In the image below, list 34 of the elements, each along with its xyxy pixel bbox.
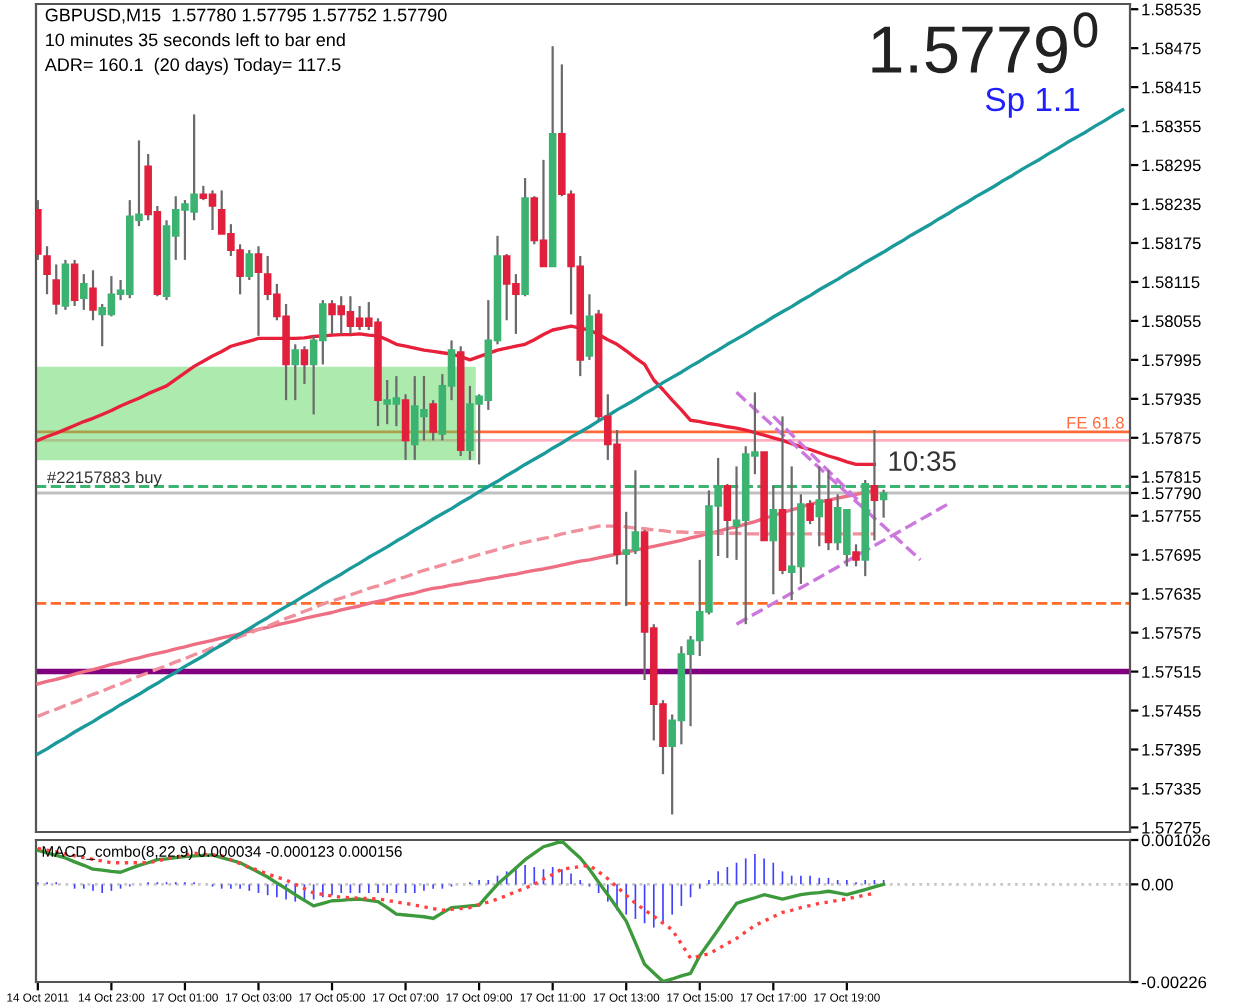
y-tick-label: 1.58235 — [1142, 198, 1201, 211]
y-tick-label: 1.57455 — [1142, 705, 1201, 717]
y-tick-label: 1.57395 — [1142, 743, 1201, 756]
y-tick-label: 1.58055 — [1142, 315, 1201, 328]
y-tick-label: 1.57995 — [1142, 354, 1201, 367]
y-tick-label: 0.00 — [1141, 878, 1173, 891]
y-tick-label: 1.57635 — [1142, 588, 1201, 600]
y-tick-label: 1.58295 — [1142, 159, 1201, 172]
y-tick-label: 1.58355 — [1142, 120, 1201, 133]
ref-line-label: FE 61.8 — [1067, 416, 1124, 429]
y-tick-label: 1.58475 — [1142, 42, 1201, 55]
annotation: 1.5779$^{0}$ — [872, 12, 1098, 74]
y-tick-label: 1.57275 — [1142, 821, 1201, 834]
y-tick-label: 1.57575 — [1142, 627, 1201, 639]
y-tick-label: 0.001026 — [1141, 834, 1210, 847]
y-tick-label: 1.57515 — [1142, 666, 1201, 678]
y-tick-label: 1.58535 — [1142, 3, 1201, 16]
y-tick-label: 1.58115 — [1142, 276, 1200, 289]
y-tick-label: 1.58415 — [1142, 81, 1201, 94]
y-tick-label: 1.57815 — [1142, 471, 1201, 483]
chart-title: GBPUSD,M15 1.57780 1.57795 1.57752 1.57790 — [45, 8, 447, 24]
text: 10 minutes 35 seconds left to bar end — [46, 32, 345, 47]
annotation: ADR= 160.1 (20 days) Today= 117.5 — [44, 57, 341, 75]
y-tick-label: 1.57335 — [1142, 782, 1201, 795]
y-tick-label: 1.57695 — [1142, 549, 1201, 561]
y-tick-label: 1.57790 — [1142, 487, 1201, 500]
y-tick-label: 1.57935 — [1142, 393, 1201, 406]
y-tick-label: 1.57755 — [1142, 510, 1201, 522]
annotation: 10:35 — [889, 451, 956, 471]
y-tick-label: 1.57875 — [1142, 432, 1201, 445]
y-tick-label: -0.00226 — [1141, 976, 1207, 989]
y-tick-label: 1.58175 — [1142, 237, 1201, 250]
annotation: Sp 1.1 — [985, 87, 1080, 118]
ref-line-label: #22157883 buy — [47, 470, 162, 487]
